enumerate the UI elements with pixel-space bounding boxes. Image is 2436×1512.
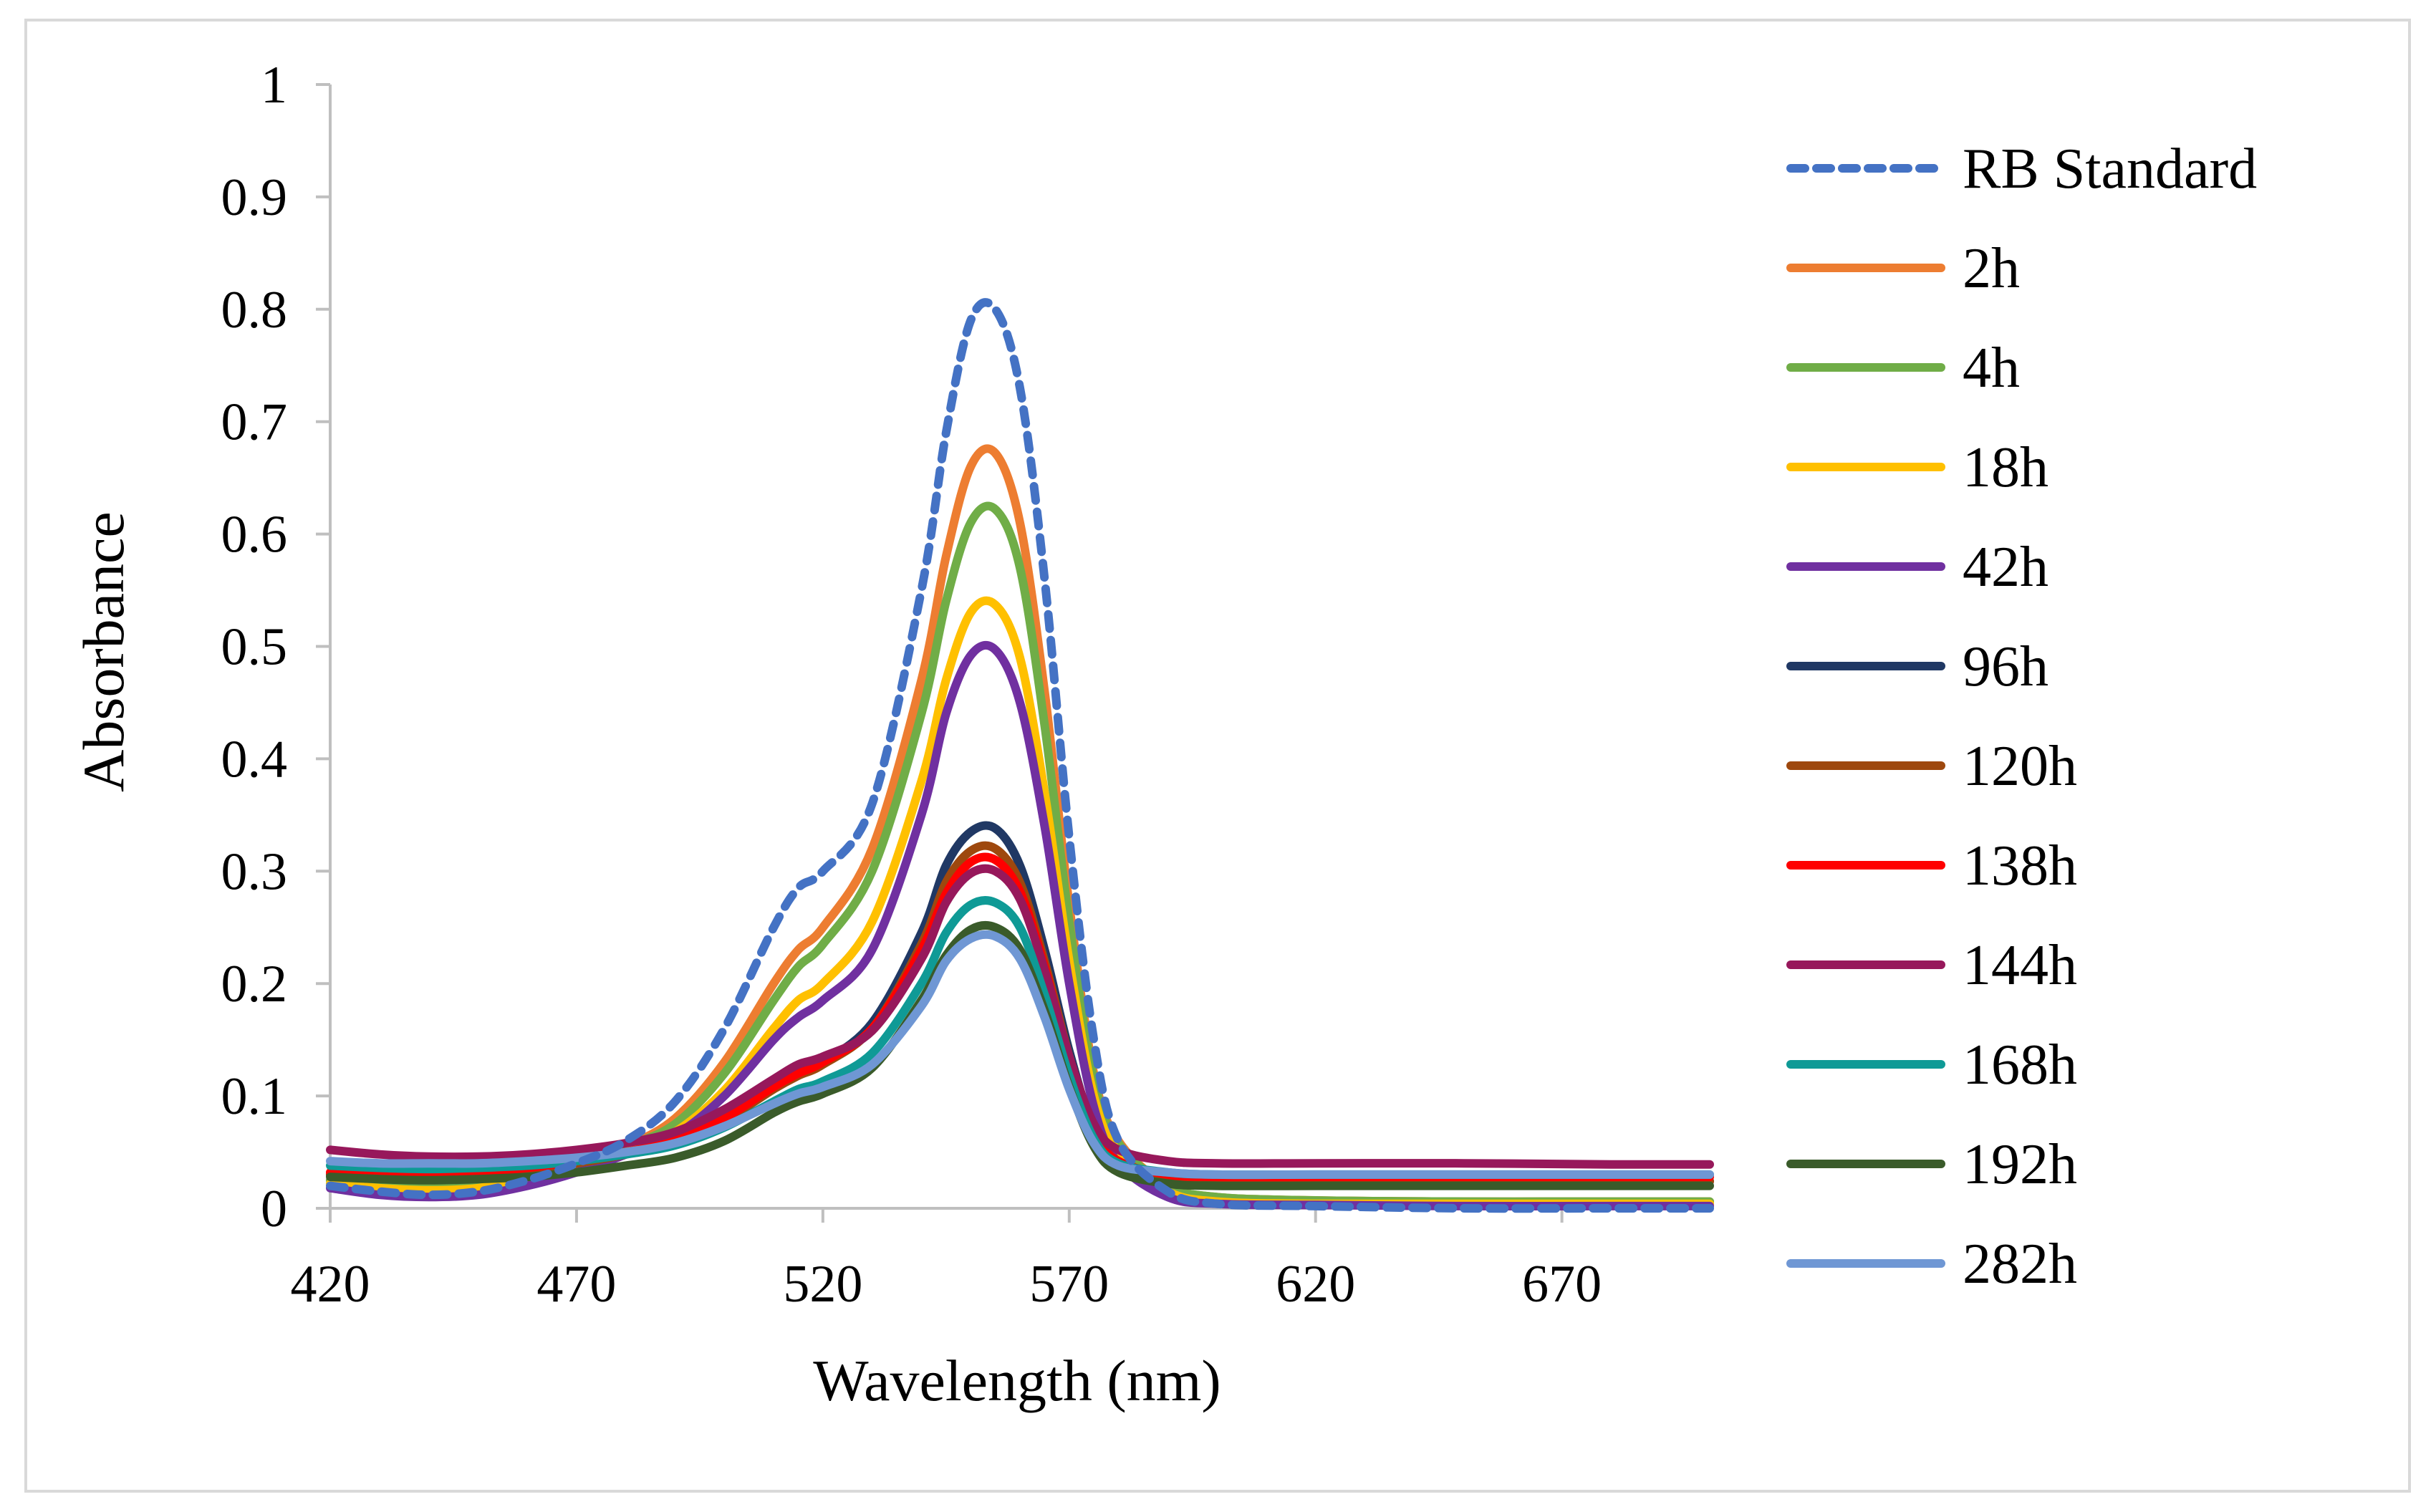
legend-label-192h: 192h: [1963, 1133, 2077, 1196]
y-tick-label: 0.4: [221, 730, 288, 789]
legend-label-18h: 18h: [1963, 436, 2049, 499]
y-tick-label: 0.6: [221, 506, 288, 564]
y-tick-label: 0.9: [221, 168, 288, 227]
legend-label-2h: 2h: [1963, 237, 2020, 300]
series-layer: [326, 298, 1714, 1213]
series-line-4h: [326, 501, 1714, 1206]
x-axis-ticks: 420 470 520 570 620 670: [291, 1208, 1602, 1314]
legend-label-138h: 138h: [1963, 834, 2077, 897]
legend-label-282h: 282h: [1963, 1233, 2077, 1296]
series-line-168h: [326, 896, 1714, 1180]
y-tick-label: 1: [261, 56, 287, 115]
legend-label-168h: 168h: [1963, 1034, 2077, 1097]
y-tick-label: 0.8: [221, 281, 288, 340]
y-axis-title: Absorbance: [71, 511, 136, 792]
x-tick-label: 570: [1029, 1255, 1109, 1314]
legend-label-120h: 120h: [1963, 735, 2077, 798]
y-tick-label: 0.5: [221, 618, 288, 677]
legend-label-96h: 96h: [1963, 635, 2049, 698]
y-tick-label: 0.2: [221, 955, 288, 1013]
series-line-192h: [326, 920, 1714, 1190]
legend-label-42h: 42h: [1963, 536, 2049, 599]
series-line-rb-standard: [326, 298, 1714, 1213]
legend-label-4h: 4h: [1963, 337, 2020, 400]
series-line-144h: [326, 864, 1714, 1169]
y-tick-label: 0: [261, 1180, 287, 1238]
y-tick-label: 0.1: [221, 1067, 288, 1126]
chart-frame: [24, 19, 2411, 1493]
x-tick-label: 620: [1276, 1255, 1355, 1314]
legend-label-rb-standard: RB Standard: [1963, 138, 2257, 201]
x-tick-label: 420: [291, 1255, 370, 1314]
x-tick-label: 520: [783, 1255, 862, 1314]
legend-label-144h: 144h: [1963, 934, 2077, 997]
legend: RB Standard 2h 4h 18h 42h 96h 120h 138h 144h 168h…: [1786, 138, 2257, 1296]
y-tick-label: 0.3: [221, 842, 288, 901]
series-line-282h: [326, 930, 1714, 1180]
y-tick-label: 0.7: [221, 393, 288, 452]
x-tick-label: 670: [1522, 1255, 1602, 1314]
y-axis-ticks: 0 0.1 0.2 0.3 0.4 0.5 0.6 0.7 0.8 0.9 1: [221, 56, 330, 1238]
x-axis-title: Wavelength (nm): [813, 1348, 1221, 1413]
x-tick-label: 470: [536, 1255, 616, 1314]
